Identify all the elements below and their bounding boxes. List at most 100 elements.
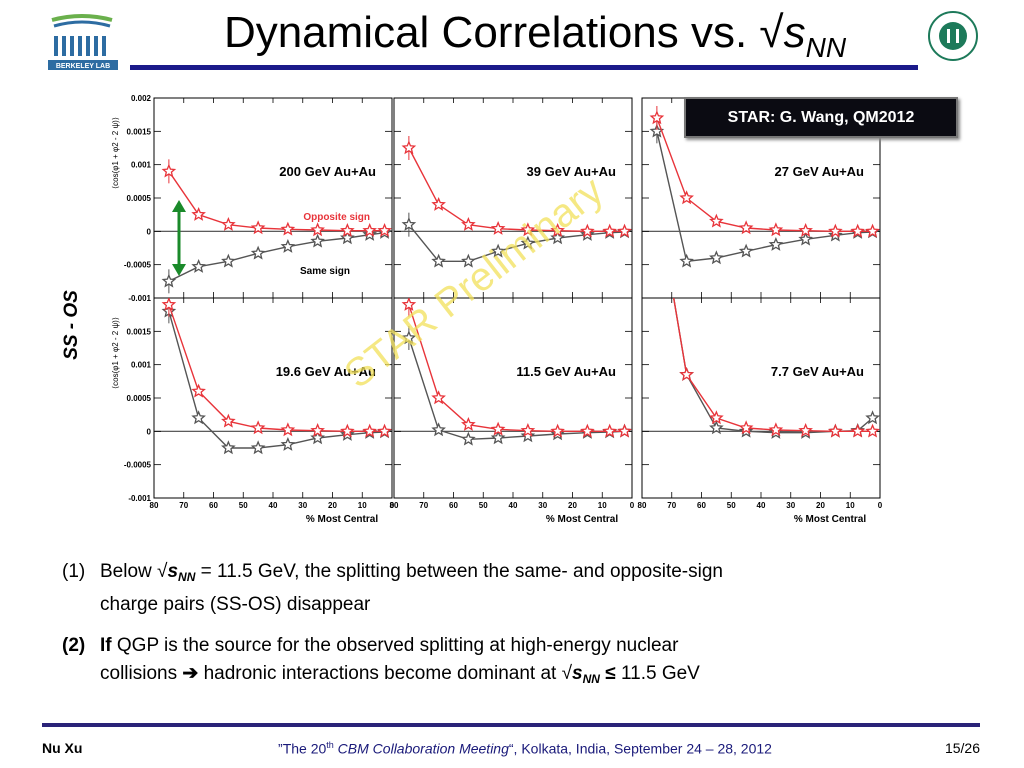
x-tick-label: 10 bbox=[358, 501, 367, 510]
opposite-sign-point bbox=[550, 222, 565, 237]
opposite-sign-point bbox=[520, 422, 536, 437]
x-tick-label: 70 bbox=[419, 501, 428, 510]
x-tick-label: 70 bbox=[179, 501, 188, 510]
panel-series bbox=[401, 298, 632, 446]
x-tick-label: 10 bbox=[846, 501, 855, 510]
opposite-sign-point bbox=[431, 390, 446, 405]
opposite-sign-point bbox=[250, 420, 266, 435]
opposite-sign-point bbox=[798, 222, 813, 237]
x-tick-label: 60 bbox=[449, 501, 458, 510]
panel-series bbox=[161, 159, 392, 294]
same-sign-point bbox=[191, 410, 206, 425]
opposite-sign-point bbox=[362, 423, 377, 438]
x-tick-label: 30 bbox=[298, 501, 307, 510]
legend-opposite-sign: Opposite sign bbox=[303, 212, 370, 223]
x-tick-label: 0 bbox=[630, 501, 635, 510]
opposite-sign-point bbox=[768, 222, 784, 237]
same-sign-point bbox=[865, 410, 880, 425]
same-sign-point bbox=[250, 440, 266, 455]
y-tick-label: -0.0005 bbox=[124, 461, 152, 470]
x-tick-label: 80 bbox=[390, 501, 399, 510]
opposite-sign-point bbox=[679, 190, 694, 205]
footer-rule bbox=[42, 723, 980, 727]
same-sign-point bbox=[221, 253, 236, 268]
x-tick-label: 50 bbox=[479, 501, 488, 510]
footer-page-number: 15/26 bbox=[944, 740, 980, 756]
opposite-sign-point bbox=[679, 366, 694, 381]
same-sign-point bbox=[461, 431, 476, 446]
same-sign-point bbox=[679, 253, 694, 268]
y-tick-label: -0.0005 bbox=[124, 261, 152, 270]
panel-series bbox=[649, 106, 880, 268]
opposite-sign-point bbox=[520, 222, 536, 237]
same-sign-point bbox=[461, 253, 476, 268]
opposite-sign-point bbox=[617, 423, 632, 438]
y-tick-label: 0.0005 bbox=[127, 394, 152, 403]
opposite-sign-point bbox=[461, 416, 476, 431]
splitting-arrow-head-down bbox=[172, 264, 186, 276]
opposite-sign-point bbox=[738, 220, 754, 235]
opposite-sign-point bbox=[580, 423, 595, 438]
x-tick-label: 70 bbox=[667, 501, 676, 510]
footer-author: Nu Xu bbox=[42, 740, 83, 756]
x-tick-label: 30 bbox=[786, 501, 795, 510]
opposite-sign-point bbox=[191, 383, 206, 398]
opposite-sign-point bbox=[401, 298, 417, 311]
x-tick-label: 0 bbox=[878, 501, 883, 510]
same-sign-point bbox=[768, 236, 784, 251]
note-1: (1) Below √sNN = 11.5 GeV, the splitting … bbox=[62, 561, 723, 615]
x-tick-label: 20 bbox=[328, 501, 337, 510]
panel-2: 39 GeV Au+Au bbox=[393, 97, 633, 299]
same-sign-point bbox=[709, 420, 724, 435]
x-tick-label: 10 bbox=[598, 501, 607, 510]
y-axis-label: ⟨cos(φ1 + φ2 - 2 ψ)⟩ bbox=[111, 317, 120, 389]
splitting-arrow-head-up bbox=[172, 200, 186, 212]
opposite-sign-point bbox=[401, 140, 417, 155]
opposite-sign-point bbox=[340, 222, 355, 237]
x-tick-label: 20 bbox=[568, 501, 577, 510]
opposite-sign-point bbox=[340, 423, 355, 438]
opposite-sign-point bbox=[377, 423, 392, 438]
title-rule bbox=[130, 65, 918, 70]
y-tick-label: 0.0015 bbox=[127, 127, 152, 136]
opposite-sign-point bbox=[738, 420, 754, 435]
panel-frame bbox=[153, 97, 393, 299]
panel-frame bbox=[393, 97, 633, 299]
same-sign-point bbox=[520, 428, 536, 443]
y-tick-label: 0.001 bbox=[131, 161, 152, 170]
panel-label: 19.6 GeV Au+Au bbox=[276, 364, 376, 379]
x-tick-label: 80 bbox=[150, 501, 159, 510]
y-tick-label: 0.002 bbox=[131, 94, 152, 103]
same-sign-point bbox=[221, 440, 236, 455]
y-tick-label: 0 bbox=[147, 427, 152, 436]
same-sign-point bbox=[310, 430, 325, 445]
opposite-sign-point bbox=[310, 422, 325, 437]
same-sign-point bbox=[340, 230, 355, 245]
x-tick-label: 20 bbox=[816, 501, 825, 510]
same-sign-point bbox=[431, 253, 446, 268]
opposite-sign-point bbox=[865, 223, 880, 238]
same-sign-point bbox=[401, 216, 417, 231]
opposite-sign-point bbox=[280, 221, 296, 236]
same-sign-point bbox=[709, 250, 724, 265]
x-tick-label: 40 bbox=[509, 501, 518, 510]
panel-label: 39 GeV Au+Au bbox=[527, 164, 617, 179]
correlation-figure: 200 GeV Au+Au 0.002 0.0015 0.001 0.0005 0 -0.0… bbox=[102, 93, 902, 530]
x-tick-label: 60 bbox=[209, 501, 218, 510]
y-tick-label: -0.001 bbox=[128, 494, 151, 503]
y-tick-label: 0 bbox=[147, 227, 152, 236]
star-citation-badge: STAR: G. Wang, QM2012 bbox=[684, 97, 958, 138]
opposite-sign-point bbox=[161, 298, 177, 311]
y-tick-label: 0.0015 bbox=[127, 327, 152, 336]
opposite-sign-point bbox=[617, 223, 632, 238]
opposite-sign-point bbox=[865, 423, 880, 438]
y-axis-label: ⟨cos(φ1 + φ2 - 2 ψ)⟩ bbox=[111, 117, 120, 189]
opposite-sign-point bbox=[709, 213, 724, 228]
opposite-sign-point bbox=[280, 422, 296, 437]
x-tick-label: 50 bbox=[239, 501, 248, 510]
x-axis-label: % Most Central bbox=[546, 514, 618, 525]
same-sign-point bbox=[280, 436, 296, 451]
opposite-sign-point bbox=[490, 220, 506, 235]
footer-meeting: ”The 20th CBM Collaboration Meeting“, Ko… bbox=[278, 740, 772, 757]
opposite-sign-point bbox=[850, 223, 865, 238]
